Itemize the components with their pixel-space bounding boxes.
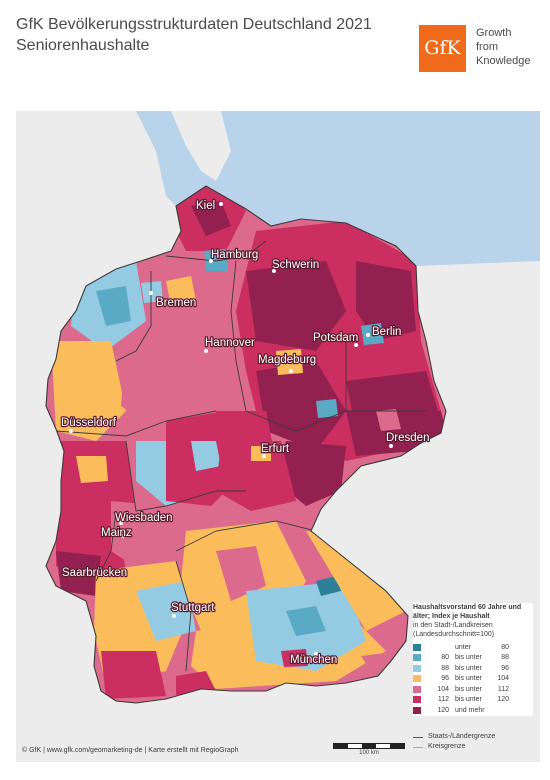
city-label-hannover: Hannover	[205, 337, 255, 349]
city-label-berlin: Berlin	[372, 326, 401, 338]
legend-to: 112	[497, 685, 509, 693]
scale-bar: 100 km	[333, 743, 405, 756]
legend-swatch	[413, 675, 421, 683]
legend-swatch	[413, 664, 421, 672]
city-dot-hannover	[204, 349, 208, 353]
city-dot-bremen	[149, 291, 153, 295]
legend-title: Haushaltsvorstand 60 Jahre und älter; In…	[413, 604, 522, 620]
city-dot-wiesbaden	[119, 521, 123, 525]
city-dot-schwerin	[272, 269, 276, 273]
state-border-label: Staats-/Ländergrenze	[428, 733, 496, 740]
legend-swatch	[413, 685, 421, 693]
legend-from: 88	[441, 664, 449, 672]
city-label-muenchen: München	[290, 654, 337, 666]
city-label-hamburg: Hamburg	[211, 249, 258, 261]
city-dot-kiel	[219, 202, 223, 206]
legend: Haushaltsvorstand 60 Jahre und älter; In…	[413, 603, 533, 716]
city-dot-stuttgart	[172, 614, 176, 618]
germany-choropleth	[46, 186, 446, 703]
legend-swatch	[413, 696, 421, 704]
city-label-mainz: Mainz	[101, 527, 132, 539]
state-border-swatch	[413, 736, 423, 738]
city-label-dresden: Dresden	[386, 432, 429, 444]
legend-sep: unter	[455, 643, 471, 651]
city-dot-mainz	[121, 534, 125, 538]
gfk-logo: GfK	[419, 25, 466, 72]
tagline-line-3: Knowledge	[476, 55, 531, 67]
legend-state-border: Staats-/Ländergrenze	[413, 732, 495, 742]
legend-swatch	[413, 706, 421, 714]
legend-class-4: 104 bis unter 112	[413, 684, 533, 695]
city-label-stuttgart: Stuttgart	[171, 602, 215, 614]
city-dot-duesseldorf	[69, 429, 73, 433]
logo-tagline: Growth from Knowledge	[476, 26, 530, 68]
legend-sep: bis unter	[455, 664, 482, 672]
map-area: Kiel Hamburg Schwerin Bremen Berlin Pots…	[16, 111, 540, 762]
district-border-swatch	[413, 746, 423, 748]
line-legend: Staats-/Ländergrenze Kreisgrenze	[413, 732, 495, 752]
legend-class-0: unter 80	[413, 642, 533, 653]
city-label-bremen: Bremen	[156, 297, 196, 309]
city-dot-saarbruecken	[84, 569, 88, 573]
city-dot-erfurt	[262, 454, 266, 458]
city-label-erfurt: Erfurt	[261, 443, 290, 455]
legend-swatch	[413, 643, 421, 651]
city-markers: Kiel Hamburg Schwerin Bremen Berlin Pots…	[60, 199, 431, 667]
legend-to: 80	[501, 643, 509, 651]
legend-sep: bis unter	[455, 675, 482, 683]
legend-class-2: 88 bis unter 96	[413, 663, 533, 674]
legend-from: 120	[437, 706, 449, 714]
legend-sep: bis unter	[455, 654, 482, 662]
legend-class-5: 112 bis unter 120	[413, 695, 533, 706]
city-label-duesseldorf: Düsseldorf	[61, 417, 117, 429]
legend-class-1: 80 bis unter 88	[413, 653, 533, 664]
city-label-wiesbaden: Wiesbaden	[115, 512, 173, 524]
legend-from: 104	[437, 685, 449, 693]
city-label-potsdam: Potsdam	[313, 332, 358, 344]
legend-class-3: 96 bis unter 104	[413, 674, 533, 685]
country-outline	[45, 185, 447, 704]
legend-to: 104	[497, 675, 509, 683]
legend-from: 96	[441, 675, 449, 683]
legend-to: 120	[497, 696, 509, 704]
legend-from: 112	[437, 696, 449, 704]
legend-sep: bis unter	[455, 696, 482, 704]
city-dot-berlin	[366, 333, 370, 337]
city-dot-dresden	[389, 444, 393, 448]
scale-label: 100 km	[359, 750, 379, 756]
city-label-kiel: Kiel	[196, 200, 215, 212]
city-dot-muenchen	[314, 652, 318, 656]
tagline-line-2: from	[476, 41, 498, 53]
city-label-schwerin: Schwerin	[272, 259, 319, 271]
city-dot-hamburg	[209, 259, 213, 263]
footer-credit: © GfK | www.gfk.com/geomarketing-de | Ka…	[22, 747, 239, 754]
legend-subtitle: in den Stadt-/Landkreisen (Landesdurchsc…	[413, 622, 495, 638]
city-dot-magdeburg	[289, 369, 293, 373]
city-dot-potsdam	[354, 343, 358, 347]
scale-bar-graphic	[333, 743, 405, 749]
title-line-1: GfK Bevölkerungsstrukturdaten Deutschlan…	[16, 16, 372, 33]
tagline-line-1: Growth	[476, 27, 512, 39]
title-line-2: Seniorenhaushalte	[16, 37, 150, 54]
legend-to: 88	[501, 654, 509, 662]
legend-from: 80	[441, 654, 449, 662]
legend-sep: bis unter	[455, 685, 482, 693]
legend-sep: und mehr	[455, 706, 485, 714]
district-border-label: Kreisgrenze	[428, 743, 466, 750]
state-borders	[55, 240, 426, 672]
legend-swatch	[413, 654, 421, 662]
legend-district-border: Kreisgrenze	[413, 742, 495, 752]
legend-to: 96	[501, 664, 509, 672]
map-title: GfK Bevölkerungsstrukturdaten Deutschlan…	[16, 14, 372, 56]
legend-class-6: 120 und mehr	[413, 705, 533, 716]
city-label-magdeburg: Magdeburg	[258, 354, 316, 366]
city-label-saarbruecken: Saarbrücken	[62, 567, 127, 579]
neighbor-countries	[16, 111, 540, 762]
